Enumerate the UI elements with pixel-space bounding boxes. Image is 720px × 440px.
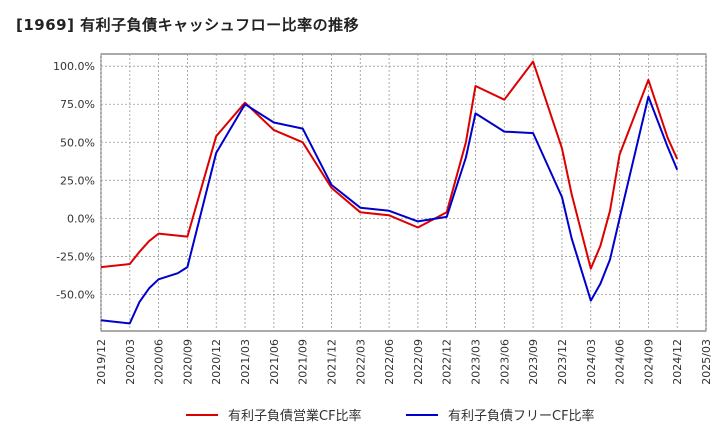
y-tick-label: 50.0% [60, 136, 95, 149]
x-tick-label: 2024/03 [585, 339, 598, 385]
x-tick-label: 2022/03 [354, 339, 367, 385]
y-tick-label: 100.0% [53, 60, 95, 73]
y-tick-label: 25.0% [60, 174, 95, 187]
x-tick-label: 2024/06 [614, 339, 627, 385]
x-tick-label: 2022/06 [383, 339, 396, 385]
x-tick-label: 2023/12 [556, 339, 569, 385]
x-tick-label: 2024/12 [671, 339, 684, 385]
x-tick-label: 2022/12 [441, 339, 454, 385]
y-tick-label: 0.0% [67, 212, 95, 225]
x-tick-label: 2023/09 [527, 339, 540, 385]
x-tick-label: 2021/03 [239, 339, 252, 385]
x-tick-label: 2020/06 [153, 339, 166, 385]
x-tick-label: 2020/09 [181, 339, 194, 385]
x-tick-label: 2020/03 [124, 339, 137, 385]
plot-area [100, 53, 707, 332]
legend-label-2: 有利子負債フリーCF比率 [448, 408, 595, 424]
x-tick-label: 2019/12 [95, 339, 108, 385]
x-tick-label: 2022/09 [412, 339, 425, 385]
y-tick-label: -25.0% [56, 250, 95, 263]
x-tick-label: 2021/09 [297, 339, 310, 385]
x-tick-label: 2025/03 [700, 339, 713, 385]
x-tick-label: 2024/09 [642, 339, 655, 385]
x-tick-label: 2021/12 [325, 339, 338, 385]
chart-title: [1969] 有利子負債キャッシュフロー比率の推移 [16, 16, 360, 34]
x-tick-label: 2020/12 [210, 339, 223, 385]
series-line-2 [100, 95, 679, 325]
legend-label-1: 有利子負債営業CF比率 [228, 408, 362, 424]
x-tick-label: 2023/03 [470, 339, 483, 385]
y-tick-label: -50.0% [56, 288, 95, 301]
x-tick-label: 2021/06 [268, 339, 281, 385]
x-tick-label: 2023/06 [498, 339, 511, 385]
y-tick-label: 75.0% [60, 98, 95, 111]
